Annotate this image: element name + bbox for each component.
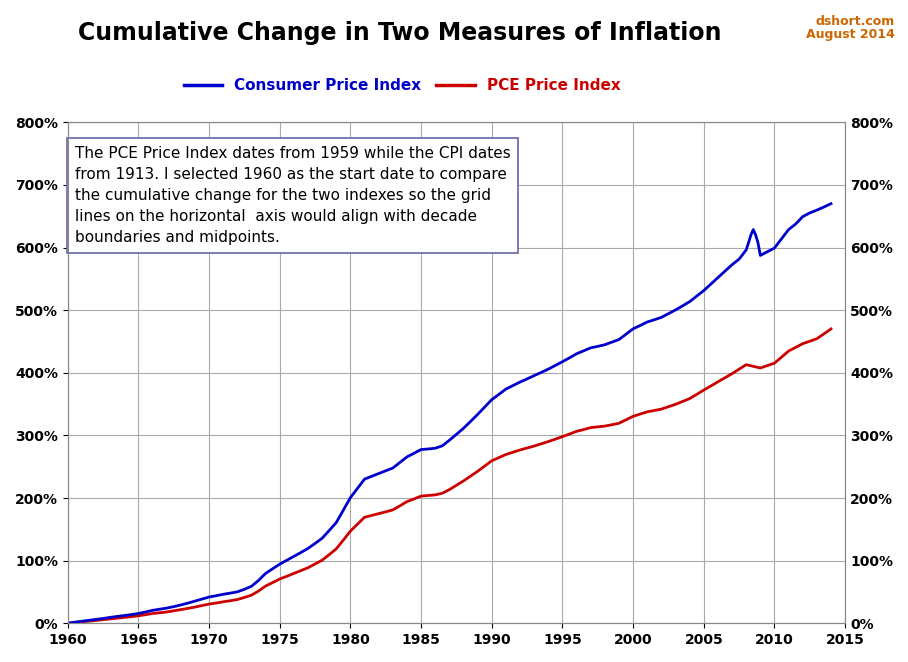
Text: dshort.com: dshort.com [815, 15, 894, 28]
Text: Cumulative Change in Two Measures of Inflation: Cumulative Change in Two Measures of Inf… [78, 21, 721, 45]
Text: The PCE Price Index dates from 1959 while the CPI dates
from 1913. I selected 19: The PCE Price Index dates from 1959 whil… [74, 146, 510, 245]
Text: August 2014: August 2014 [805, 28, 894, 41]
Legend: Consumer Price Index, PCE Price Index: Consumer Price Index, PCE Price Index [177, 72, 627, 99]
